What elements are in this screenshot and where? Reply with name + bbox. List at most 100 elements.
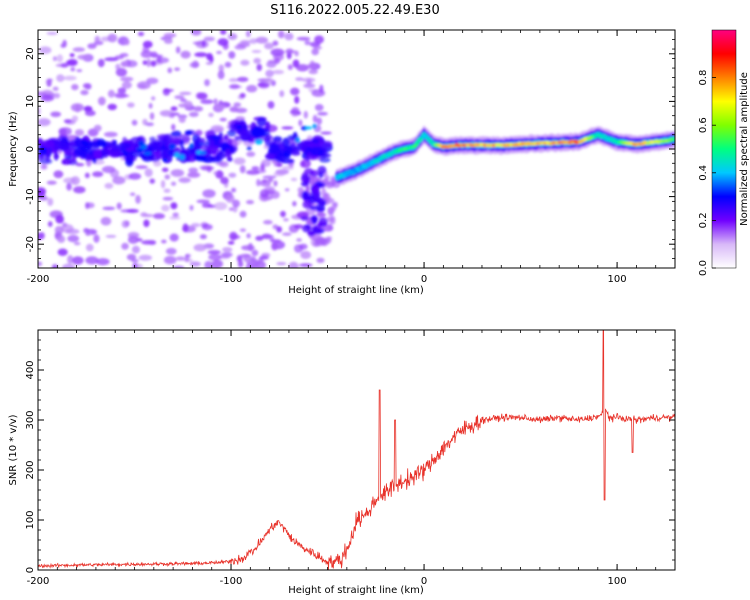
spectrogram-cell xyxy=(47,78,54,82)
snr-ytick-label: 200 xyxy=(25,460,36,479)
spectrogram-cell xyxy=(40,94,55,102)
spectrogram-cell xyxy=(205,61,213,65)
spectrogram-cell xyxy=(144,168,153,178)
spectrogram-cell xyxy=(276,226,283,233)
spectrogram-cell xyxy=(311,228,322,235)
spectrogram-cell xyxy=(305,154,310,162)
spectrogram-cell xyxy=(195,92,204,100)
spectrogram-cell xyxy=(164,174,171,180)
spectrogram-cell xyxy=(324,175,330,181)
spectrogram-cell xyxy=(314,35,325,44)
spectrogram-cell xyxy=(217,70,225,80)
spectrogram-cell xyxy=(136,81,151,90)
spectrogram-cell xyxy=(302,224,312,233)
spectrogram-cell xyxy=(216,50,222,55)
spectrogram-cell xyxy=(60,223,74,233)
spectrogram-cell xyxy=(313,176,319,181)
spectrogram-cell xyxy=(259,180,272,187)
spectrogram-cell xyxy=(202,189,216,198)
spectrogram-cell xyxy=(93,149,103,160)
spectrogram-cell xyxy=(228,78,239,83)
spectrogram-cell xyxy=(183,100,193,109)
spectrogram-cell xyxy=(304,40,311,46)
spectrogram-cell xyxy=(200,99,214,104)
spectrogram-cell xyxy=(185,146,195,157)
spectrogram-cell xyxy=(240,59,250,66)
spectrogram-ytick-label: -20 xyxy=(25,236,36,252)
spectrogram-cell xyxy=(140,212,148,217)
spectrogram-cell xyxy=(302,200,313,209)
spectrogram-cell xyxy=(191,30,202,36)
spectrogram-cell xyxy=(265,121,271,132)
spectrogram-cell xyxy=(53,92,61,99)
spectrogram-cell xyxy=(208,253,222,261)
spectrogram-cell xyxy=(151,96,156,101)
spectrogram-cell xyxy=(278,30,285,39)
spectrogram-cell xyxy=(256,117,267,127)
spectrogram-cell xyxy=(239,210,247,218)
spectrogram-cell xyxy=(317,165,327,175)
spectrogram-cell xyxy=(59,127,72,136)
spectrogram-cell xyxy=(215,155,220,162)
spectrogram-cell xyxy=(297,187,304,194)
spectrogram-ylabel: Frequency (Hz) xyxy=(8,111,19,187)
spectrogram-cell xyxy=(296,141,306,148)
spectrogram-cell xyxy=(304,168,314,176)
spectrogram-cell xyxy=(124,39,130,46)
spectrogram-cell xyxy=(180,98,187,103)
spectrogram-cell xyxy=(148,102,153,109)
spectrogram-cell xyxy=(225,148,231,158)
spectrogram-cell xyxy=(138,254,153,261)
colorbar-label: Normalized spectral amplitude xyxy=(739,72,750,226)
spectrogram-cell xyxy=(254,139,263,145)
spectrogram-cell xyxy=(239,253,251,258)
spectrogram-cell xyxy=(38,118,51,127)
spectrogram-cell xyxy=(255,235,264,241)
spectrogram-cell xyxy=(162,196,174,201)
spectrogram-cell xyxy=(300,216,309,221)
spectrogram-cell xyxy=(121,81,132,89)
spectrogram-cell xyxy=(52,56,57,62)
spectrogram-cell xyxy=(327,206,335,215)
spectrogram-cell xyxy=(239,92,246,99)
spectrogram-cell xyxy=(323,192,329,200)
spectrogram-cell xyxy=(47,221,53,227)
spectrogram-cell xyxy=(165,247,177,255)
spectrogram-cell xyxy=(264,42,274,50)
spectrogram-cell xyxy=(320,237,330,247)
spectrogram-cell xyxy=(149,152,155,161)
spectrogram-cell xyxy=(229,106,239,113)
spectrogram-cell xyxy=(300,147,306,152)
spectrogram-cell xyxy=(315,204,325,212)
snr-xtick-label: 100 xyxy=(608,576,627,587)
spectrogram-cell xyxy=(201,202,212,208)
spectrogram-cell xyxy=(163,255,177,265)
spectrogram-cell xyxy=(196,199,210,204)
spectrogram-cell xyxy=(163,32,177,38)
spectrogram-cell xyxy=(84,172,90,179)
spectrogram-ridge-cell xyxy=(672,137,675,141)
spectrogram-ytick-label: 20 xyxy=(25,47,36,60)
spectrogram-cell xyxy=(70,176,80,186)
spectrogram-cell xyxy=(300,160,306,168)
spectrogram-cell xyxy=(38,232,43,241)
spectrogram-cell xyxy=(38,46,52,55)
spectrogram-cell xyxy=(193,106,204,112)
spectrogram-cell xyxy=(213,98,218,105)
spectrogram-cell xyxy=(67,254,74,264)
spectrogram-cell xyxy=(63,119,72,123)
spectrogram-cell xyxy=(55,214,64,224)
spectrogram-cell xyxy=(143,219,150,228)
spectrogram-cell xyxy=(85,202,90,210)
spectrogram-cell xyxy=(171,123,176,131)
colorbar-gradient xyxy=(711,29,737,269)
spectrogram-cell xyxy=(208,112,214,118)
spectrogram-cell xyxy=(180,50,191,59)
spectrogram-cell xyxy=(266,60,277,68)
spectrogram-cell xyxy=(153,160,162,167)
spectrogram-cell xyxy=(46,31,58,35)
spectrogram-cell xyxy=(250,126,265,138)
spectrogram-cell xyxy=(295,137,301,143)
spectrogram-cell xyxy=(107,103,117,111)
